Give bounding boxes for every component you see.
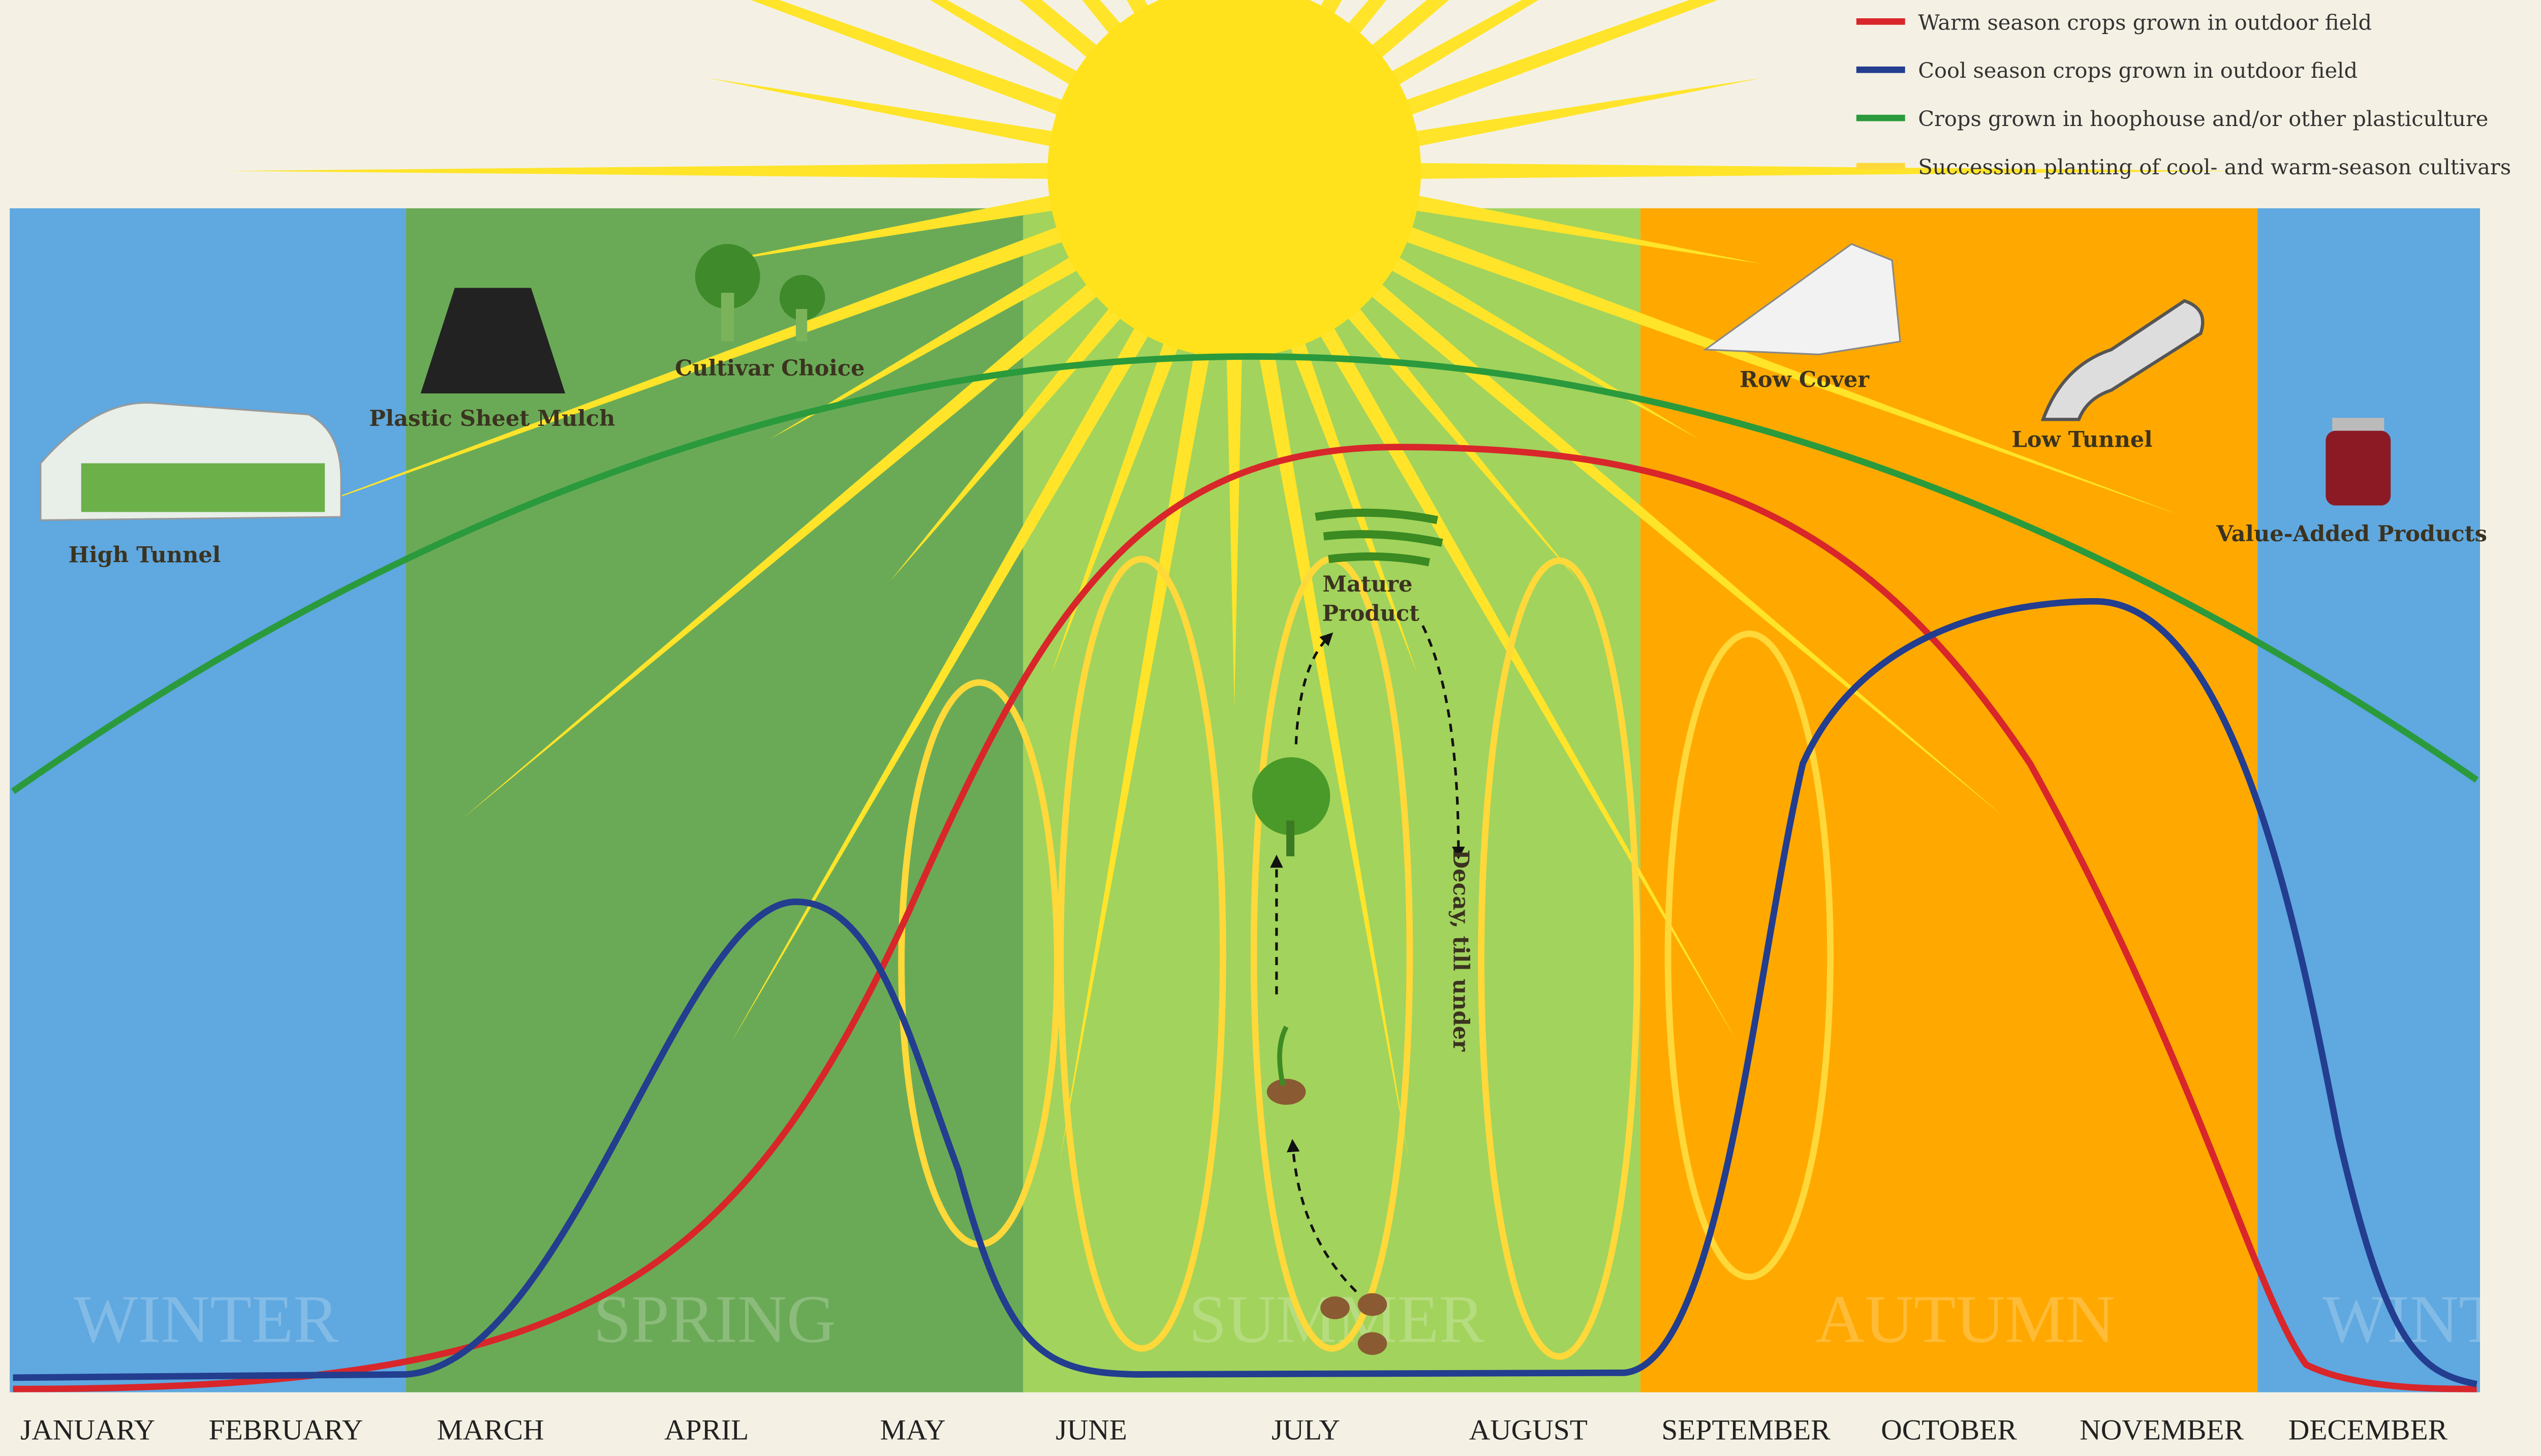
month-label: JUNE (1056, 1414, 1127, 1446)
cycle-label: Mature (1322, 571, 1412, 597)
season-label: SPRING (593, 1282, 835, 1357)
item-label: Value-Added Products (2216, 521, 2487, 547)
infographic: WINTER SPRING SUMMER AUTUMN WINTER High (0, 0, 2541, 1456)
winter-band (10, 208, 406, 1392)
item-label: High Tunnel (69, 542, 221, 568)
legend-label: Succession planting of cool- and warm-se… (1918, 154, 2511, 179)
month-label: APRIL (664, 1414, 749, 1446)
legend-label: Warm season crops grown in outdoor field (1918, 10, 2372, 35)
month-label: AUGUST (1469, 1414, 1588, 1446)
month-label: JANUARY (20, 1414, 155, 1446)
cycle-label: Decay, till under (1448, 850, 1474, 1052)
month-label: NOVEMBER (2080, 1414, 2244, 1446)
month-label: SEPTEMBER (1661, 1414, 1831, 1446)
legend-label: Crops grown in hoophouse and/or other pl… (1918, 106, 2488, 131)
jar-icon (2326, 418, 2391, 506)
cycle-label: Product (1322, 601, 1419, 627)
month-label: OCTOBER (1881, 1414, 2017, 1446)
item-label: Low Tunnel (2011, 427, 2152, 453)
month-label: MAY (880, 1414, 946, 1446)
sun-disc (1047, 0, 1421, 358)
season-label: AUTUMN (1815, 1282, 2115, 1357)
month-label: MARCH (437, 1414, 544, 1446)
winter-band (2257, 208, 2480, 1392)
season-label: WINTER (74, 1282, 339, 1357)
item-label: Plastic Sheet Mulch (369, 406, 615, 431)
month-label: DECEMBER (2288, 1414, 2448, 1446)
legend-label: Cool season crops grown in outdoor field (1918, 58, 2358, 83)
item-label: Cultivar Choice (675, 355, 865, 381)
item-label: Row Cover (1740, 366, 1870, 392)
month-label: JULY (1272, 1414, 1340, 1446)
month-label: FEBRUARY (209, 1414, 363, 1446)
autumn-band (1640, 208, 2257, 1392)
